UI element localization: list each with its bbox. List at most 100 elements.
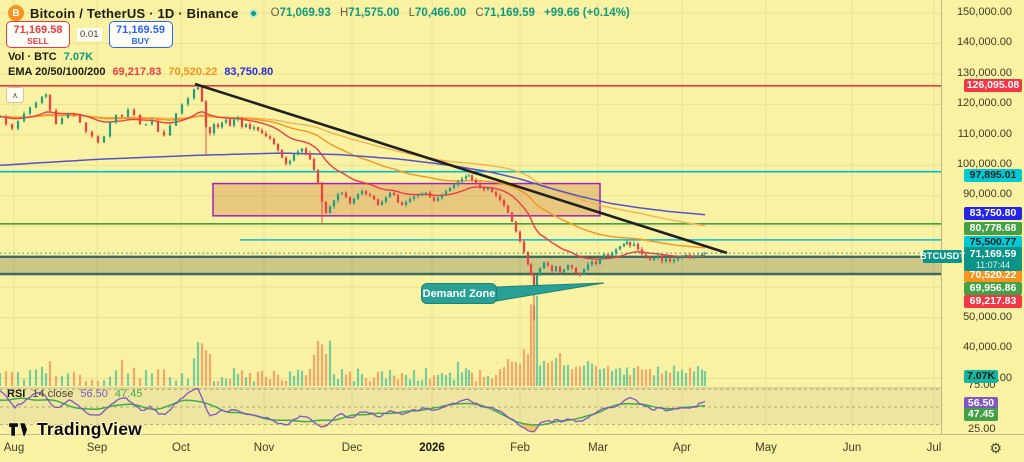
candle-body: [644, 254, 648, 257]
price-tick: 110,000.00: [957, 128, 1012, 140]
candle-body: [284, 157, 288, 164]
volume-bar: [196, 341, 200, 386]
volume-bar: [558, 353, 562, 386]
candle-body: [424, 192, 428, 194]
volume-bar: [96, 380, 100, 386]
volume-bar: [550, 360, 554, 386]
candle-body: [656, 256, 660, 258]
price-badge[interactable]: 97,895.01: [964, 168, 1022, 182]
price-badge[interactable]: 7.07K: [964, 369, 998, 383]
price-badge[interactable]: 56.50: [964, 396, 998, 410]
volume-bar: [288, 371, 292, 386]
volume-bar: [28, 370, 32, 386]
volume-bar: [594, 365, 598, 386]
volume-bar: [204, 350, 208, 386]
spread-value: 0.01: [77, 28, 102, 41]
volume-bar: [532, 305, 536, 386]
chart-canvas[interactable]: [0, 0, 941, 434]
candle-body: [304, 148, 308, 154]
volume-bar: [296, 369, 300, 386]
volume-bar: [108, 376, 112, 386]
demand-zone-band[interactable]: [0, 256, 941, 274]
candle-body: [625, 242, 629, 244]
price-badge[interactable]: 83,750.80: [964, 206, 1022, 220]
volume-bar: [72, 371, 76, 386]
volume-bar: [660, 373, 664, 386]
volume-bar: [614, 368, 618, 386]
trendline-drawing[interactable]: [194, 82, 728, 255]
candle-body: [416, 195, 420, 197]
rsi-label: RSI: [7, 388, 26, 400]
volume-bar: [4, 371, 8, 386]
price-badge[interactable]: 47.45: [964, 407, 998, 421]
price-badge[interactable]: 75,500.77: [964, 235, 1022, 249]
candle-body: [652, 257, 656, 260]
symbol-title[interactable]: Bitcoin / TetherUS · 1D · Binance: [30, 5, 239, 21]
candle-body: [660, 256, 664, 262]
tradingview-logo[interactable]: TradingView: [8, 419, 142, 440]
volume-bar: [490, 378, 494, 386]
market-status-icon[interactable]: [248, 8, 258, 18]
candle-body: [700, 253, 704, 256]
price-badge[interactable]: 80,778.68: [964, 221, 1022, 235]
price-badge[interactable]: 70,520.22: [964, 268, 1022, 282]
time-axis[interactable]: ⚙ Aug Sep Oct Nov Dec 2026 Feb Mar Apr May Jun Jul: [0, 434, 1024, 462]
month-label: Sep: [86, 442, 108, 454]
demand-zone-callout[interactable]: Demand Zone: [421, 283, 497, 304]
price-tick: 40,000.00: [963, 341, 1012, 353]
candle-body: [236, 118, 240, 120]
volume-bar: [268, 379, 272, 386]
volume-bar: [308, 368, 312, 386]
candle-body: [168, 125, 172, 136]
price-badge[interactable]: 69,956.86: [964, 281, 1022, 295]
candle-body: [276, 143, 280, 151]
candle-body: [456, 181, 460, 185]
candle-body: [360, 191, 364, 195]
price-badge[interactable]: 69,217.83: [964, 294, 1022, 308]
range-box-drawing[interactable]: [212, 182, 601, 217]
candle-body: [506, 205, 510, 213]
buy-button[interactable]: 71,169.59 BUY: [108, 21, 173, 48]
volume-bar: [236, 373, 240, 386]
candle-body: [44, 94, 48, 97]
candle-body: [224, 119, 228, 123]
volume-bar: [144, 370, 148, 386]
candle-body: [352, 198, 356, 204]
sell-label: SELL: [27, 36, 49, 46]
candle-body: [256, 127, 260, 131]
tradingview-logo-text: TradingView: [37, 419, 142, 439]
candle-body: [610, 252, 614, 257]
candle-body: [308, 153, 312, 160]
volume-bar: [656, 366, 660, 386]
candle-body: [40, 96, 44, 103]
volume-bar: [538, 365, 542, 386]
candle-body: [336, 194, 340, 201]
price-scale[interactable]: 150,000.00 140,000.00 130,000.00 120,000.00…: [941, 0, 1024, 435]
candle-body: [280, 150, 284, 158]
volume-bar: [529, 304, 533, 386]
volume-legend[interactable]: Vol · BTC 7.07K: [8, 51, 93, 63]
rsi-legend[interactable]: RSI 14 close 56.50 47.45: [7, 388, 142, 400]
volume-bar: [562, 365, 566, 386]
last-price-badge[interactable]: 71,169.59 11:07:44: [964, 247, 1022, 271]
candle-body: [126, 109, 130, 117]
gear-icon[interactable]: ⚙: [989, 440, 1002, 456]
candle-body: [542, 262, 546, 269]
candle-body: [320, 183, 324, 202]
volume-bar: [356, 368, 360, 386]
volume-bar: [384, 378, 388, 386]
candle-body: [316, 169, 320, 184]
candle-body: [478, 183, 482, 188]
ema-legend[interactable]: EMA 20/50/100/200 69,217.83 70,520.22 83…: [8, 66, 273, 78]
candle-body: [150, 121, 154, 125]
rsi-params: 14 close: [32, 388, 74, 400]
pane-collapse-button[interactable]: ∧: [6, 87, 24, 103]
sell-button[interactable]: 71,169.58 SELL: [6, 21, 70, 48]
volume-label: Vol · BTC: [8, 51, 57, 63]
candle-body: [232, 119, 236, 126]
candle-body: [412, 196, 416, 199]
rsi-line: [0, 388, 706, 433]
price-badge[interactable]: 126,095.08: [964, 78, 1022, 92]
candle-body: [132, 109, 136, 116]
candle-body: [212, 124, 216, 134]
